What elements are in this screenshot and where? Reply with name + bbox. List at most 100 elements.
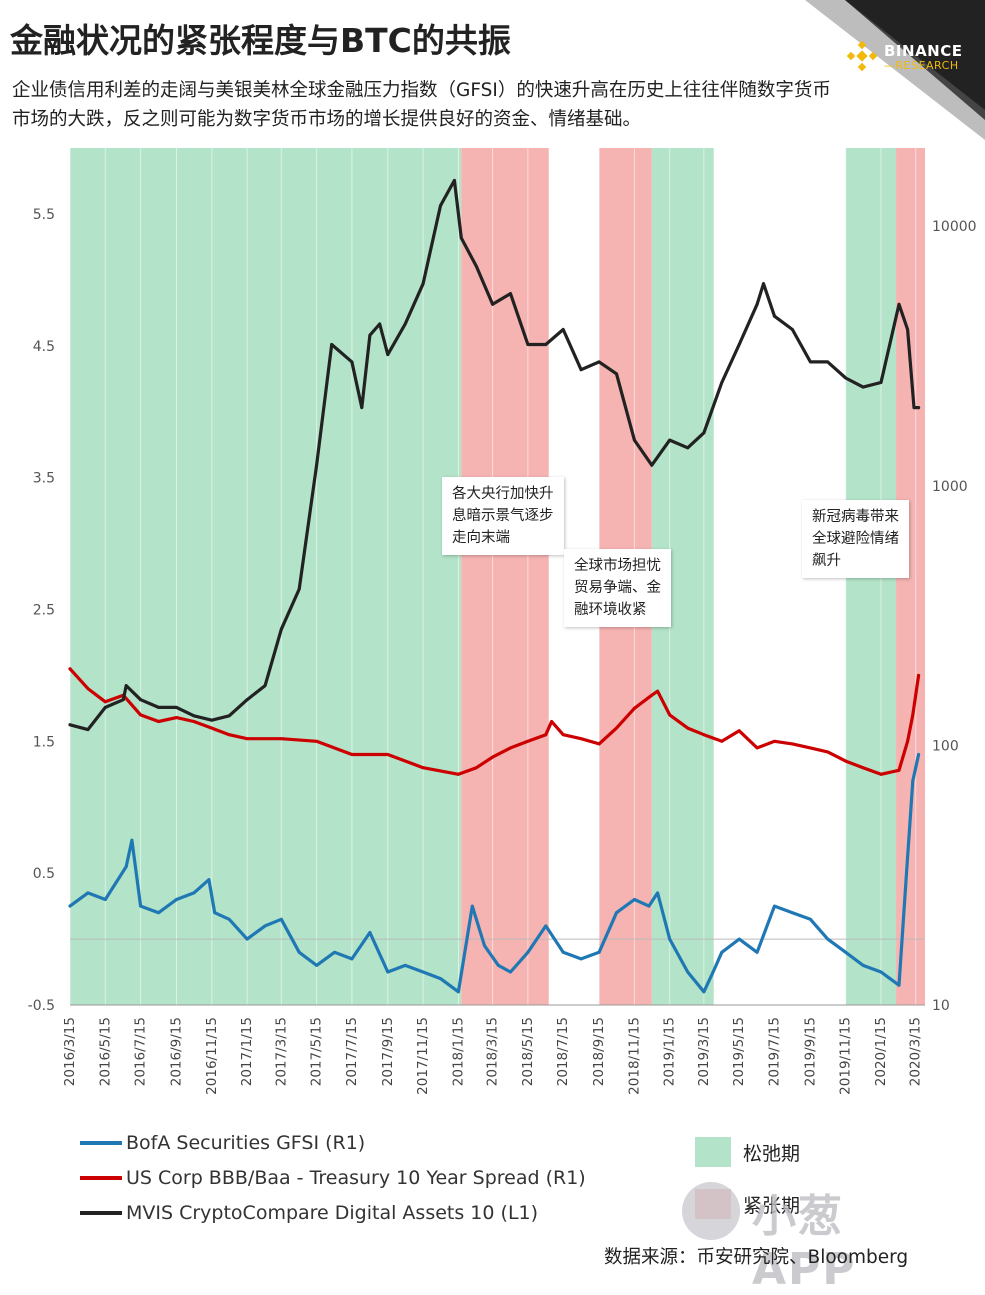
series-point-gfsi	[368, 931, 372, 934]
source-note: 数据来源：币安研究院、Bloomberg	[604, 1247, 909, 1268]
series-point-mvis	[421, 282, 425, 286]
series-point-mvis	[912, 406, 916, 409]
series-point-mvis	[737, 343, 741, 346]
series-point-gfsi	[861, 964, 865, 967]
x-tick-label: 2017/11/15	[415, 1017, 431, 1095]
watermark-logo-icon	[682, 1182, 740, 1240]
series-point-gfsi	[333, 950, 336, 954]
page-subtitle: 企业债信用利差的走阔与美银美林全球金融压力指数（GFSI）的快速升高在历史上往往…	[12, 80, 831, 130]
series-point-mvis	[263, 684, 267, 687]
series-line-mvis	[68, 178, 921, 732]
series-point-spread	[597, 742, 601, 746]
series-point-mvis	[330, 343, 334, 346]
series-point-spread	[386, 753, 390, 756]
series-point-mvis	[360, 406, 364, 409]
series-point-gfsi	[711, 970, 715, 974]
binance-logo: BINANCE —RESEARCH	[846, 38, 971, 78]
series-point-gfsi	[897, 983, 901, 987]
series-point-spread	[315, 739, 318, 743]
series-point-gfsi	[86, 891, 90, 895]
x-tick-label: 2017/1/15	[239, 1017, 255, 1086]
x-tick-label: 2018/11/15	[626, 1017, 642, 1095]
series-point-mvis	[175, 706, 178, 709]
series-point-mvis	[762, 282, 765, 286]
series-line-gfsi	[68, 752, 921, 994]
series-point-gfsi	[213, 911, 217, 915]
series-point-spread	[809, 746, 812, 750]
series-point-mvis	[403, 322, 407, 326]
series-point-mvis	[139, 698, 143, 702]
series-point-mvis	[561, 328, 565, 331]
series-point-gfsi	[279, 917, 283, 921]
series-point-spread	[509, 746, 512, 750]
annotation-covid: 新冠病毒带来 全球避险情绪 飙升	[802, 500, 909, 578]
series-point-mvis	[897, 302, 901, 306]
corner-decoration	[805, 0, 985, 140]
series-point-mvis	[917, 406, 920, 409]
series-point-mvis	[245, 698, 249, 702]
series-point-mvis	[844, 376, 848, 380]
series-point-mvis	[615, 372, 618, 376]
series-point-spread	[550, 720, 553, 723]
series-point-spread	[844, 759, 848, 763]
series-point-gfsi	[263, 924, 267, 928]
x-tick-label: 2019/9/15	[802, 1017, 818, 1086]
series-point-gfsi	[773, 904, 776, 908]
series-point-spread	[68, 667, 72, 671]
series-point-gfsi	[702, 990, 706, 994]
series-point-gfsi	[647, 904, 651, 908]
l-axis-tick-label: 10000	[932, 219, 977, 235]
legend-swatch-mvis	[80, 1210, 122, 1215]
series-point-mvis	[439, 204, 442, 208]
series-point-mvis	[279, 627, 283, 631]
series-point-mvis	[755, 302, 759, 306]
x-tick-label: 2016/11/15	[204, 1017, 220, 1095]
series-point-spread	[906, 739, 909, 743]
x-tick-label: 2018/9/15	[591, 1017, 607, 1086]
series-point-gfsi	[597, 950, 601, 954]
series-point-spread	[656, 689, 659, 693]
legend-label-mvis: MVIS CryptoCompare Digital Assets 10 (L1…	[126, 1201, 539, 1224]
series-point-spread	[615, 726, 618, 730]
series-point-mvis	[879, 381, 883, 384]
series-point-spread	[879, 772, 883, 776]
regime-legend-relax: 松弛期	[695, 1130, 800, 1174]
series-point-mvis	[315, 463, 318, 467]
regime-band-relax	[70, 148, 462, 1005]
series-point-spread	[686, 726, 690, 730]
series-point-mvis	[668, 438, 672, 442]
series-point-gfsi	[315, 964, 318, 967]
series-point-spread	[103, 700, 107, 704]
series-point-spread	[755, 746, 759, 750]
series-point-spread	[210, 726, 214, 730]
series-point-mvis	[192, 714, 196, 718]
watermark-text: 小葱 APP	[752, 1191, 857, 1295]
regime-swatch-relax	[695, 1137, 731, 1167]
logo-sub: —RESEARCH	[884, 59, 959, 72]
series-point-gfsi	[720, 950, 724, 954]
series-point-spread	[773, 739, 776, 743]
regime-band-tight	[461, 148, 549, 1005]
series-point-mvis	[121, 698, 125, 702]
series-point-gfsi	[350, 957, 354, 961]
series-point-mvis	[650, 463, 654, 467]
series-point-mvis	[526, 343, 530, 346]
series-point-spread	[633, 706, 636, 710]
x-tick-label: 2019/11/15	[838, 1017, 854, 1095]
series-point-spread	[245, 737, 249, 741]
series-point-spread	[491, 755, 494, 759]
series-point-gfsi	[544, 924, 548, 928]
l-axis-tick-label: 10	[932, 998, 950, 1014]
r-axis-tick-label: 4.5	[33, 339, 55, 355]
series-point-spread	[826, 750, 830, 754]
series-point-gfsi	[579, 957, 583, 961]
series-point-gfsi	[755, 950, 759, 954]
series-point-gfsi	[483, 944, 486, 948]
series-point-spread	[791, 742, 794, 746]
annotation-trade-war: 全球市场担忧 贸易争端、金 融环境收紧	[564, 549, 671, 627]
series-point-spread	[457, 772, 460, 776]
series-point-gfsi	[809, 917, 812, 921]
series-point-mvis	[157, 706, 161, 709]
r-axis-tick-label: -0.5	[28, 998, 55, 1014]
series-point-gfsi	[207, 878, 211, 882]
